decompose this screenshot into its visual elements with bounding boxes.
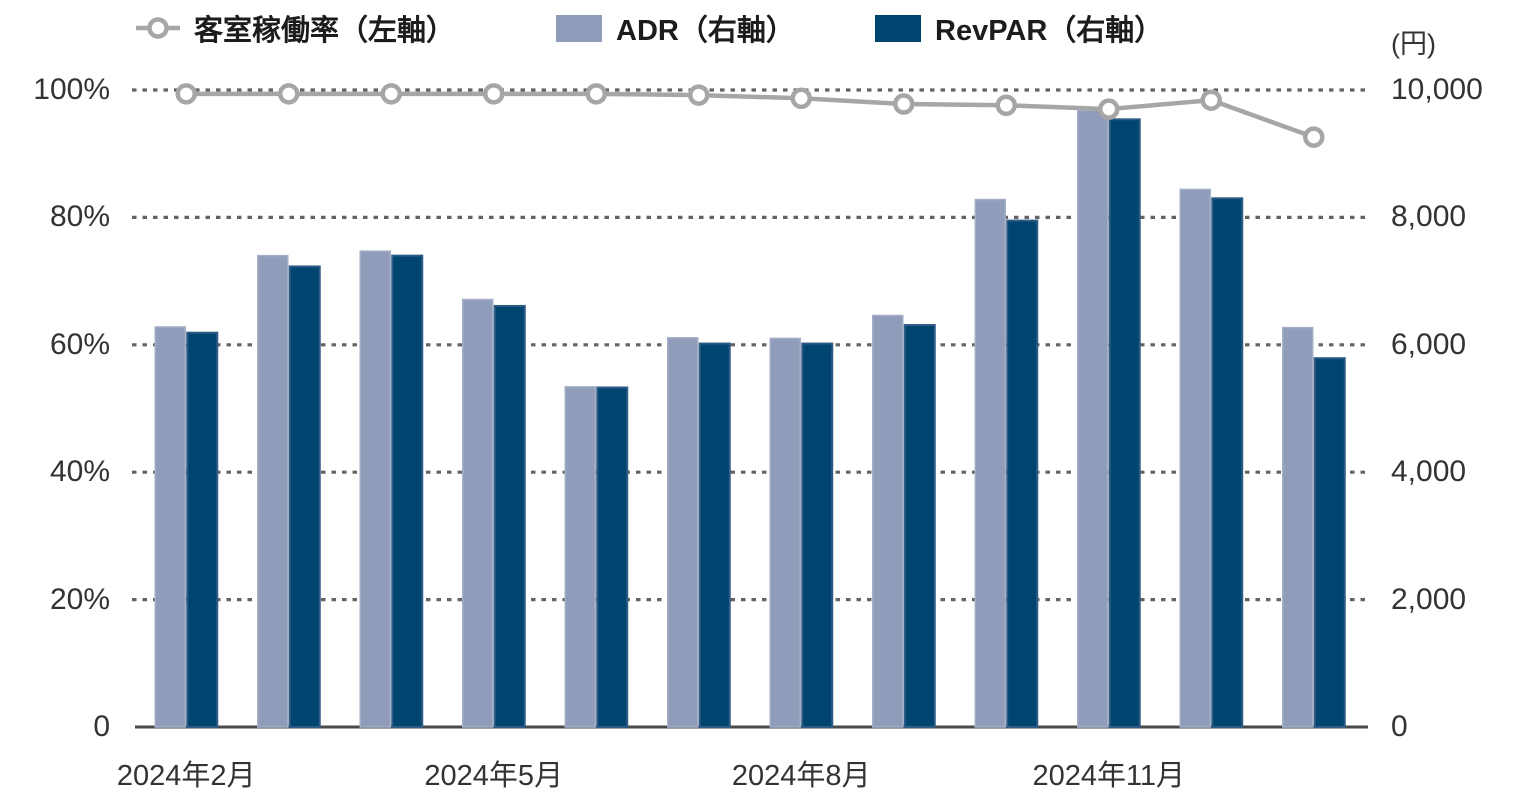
legend-label-adr: ADR（右軸） (616, 15, 795, 47)
occupancy-marker-2024年10月 (995, 94, 1017, 117)
revpar-bar-2024年12月 (1211, 197, 1244, 729)
occupancy-marker-2024年4月 (380, 83, 402, 105)
revpar-bar-2024年5月 (493, 304, 526, 728)
adr-bar-2024年8月 (769, 337, 801, 728)
legend-item-revpar: RevPAR（右軸） (875, 8, 1163, 48)
line-marker-icon (136, 17, 180, 39)
revpar-swatch-icon (875, 14, 921, 42)
left-axis-tick-100%: 100% (33, 73, 110, 106)
adr-bar-2024年7月 (667, 337, 699, 728)
left-axis-tick-20%: 20% (49, 582, 110, 616)
revpar-bar-2024年3月 (288, 265, 321, 728)
occupancy-marker-2024年2月 (175, 83, 197, 105)
x-axis-tick-2024年8月: 2024年8月 (731, 760, 871, 792)
right-axis-unit-label: (円) (1391, 29, 1436, 59)
revpar-bar-2024年7月 (698, 342, 731, 728)
legend-item-occupancy: 客室稼働率（左軸） (136, 8, 455, 48)
occupancy-marker-2024年6月 (585, 83, 607, 105)
adr-bar-2024年9月 (872, 314, 904, 728)
legend-label-occupancy: 客室稼働率（左軸） (194, 15, 456, 47)
right-axis-tick-4,000: 4,000 (1391, 455, 1467, 489)
adr-bar-2025年1月 (1282, 326, 1314, 728)
left-axis-tick-40%: 40% (49, 455, 110, 489)
occupancy-marker-2024年9月 (893, 93, 915, 115)
right-axis-tick-8,000: 8,000 (1391, 200, 1467, 234)
adr-swatch-icon (556, 14, 602, 42)
x-axis-tick-2024年5月: 2024年5月 (424, 760, 564, 792)
revpar-bar-2024年6月 (596, 386, 629, 728)
left-axis-tick-0: 0 (93, 710, 110, 743)
adr-bar-2024年6月 (564, 386, 596, 728)
adr-bar-2024年4月 (359, 250, 391, 728)
right-axis-tick-0: 0 (1391, 710, 1408, 743)
x-axis-tick-2024年2月: 2024年2月 (116, 760, 256, 792)
adr-bar-2024年10月 (974, 198, 1006, 728)
occupancy-marker-2024年5月 (483, 83, 505, 105)
adr-bar-2024年3月 (257, 254, 289, 728)
revpar-bar-2024年4月 (391, 254, 424, 728)
revpar-bar-2025年1月 (1313, 357, 1346, 728)
right-axis-tick-6,000: 6,000 (1391, 327, 1467, 361)
occupancy-marker-2024年11月 (1098, 98, 1120, 120)
revpar-bar-2024年2月 (186, 331, 219, 728)
adr-bar-2024年12月 (1179, 188, 1211, 728)
x-axis-tick-2024年11月: 2024年11月 (1032, 760, 1186, 792)
revpar-bar-2024年9月 (903, 324, 936, 728)
revpar-bar-2024年10月 (1006, 219, 1039, 729)
legend-item-adr: ADR（右軸） (556, 8, 795, 48)
legend-label-revpar: RevPAR（右軸） (935, 15, 1164, 47)
left-axis-tick-60%: 60% (49, 327, 110, 361)
adr-bar-2024年11月 (1077, 109, 1109, 728)
left-axis-tick-80%: 80% (49, 200, 110, 234)
occupancy-marker-2024年12月 (1200, 89, 1222, 111)
occupancy-line (186, 91, 1315, 140)
revpar-bar-2024年8月 (801, 342, 834, 728)
occupancy-marker-2025年1月 (1303, 126, 1325, 148)
revpar-bar-2024年11月 (1108, 118, 1141, 728)
occupancy-marker-2024年8月 (790, 87, 812, 110)
adr-bar-2024年5月 (462, 298, 494, 728)
occupancy-marker-2024年7月 (688, 84, 710, 106)
right-axis-tick-2,000: 2,000 (1391, 582, 1467, 616)
adr-bar-2024年2月 (154, 326, 186, 728)
right-axis-tick-10,000: 10,000 (1391, 73, 1483, 106)
occupancy-marker-2024年3月 (278, 83, 300, 105)
